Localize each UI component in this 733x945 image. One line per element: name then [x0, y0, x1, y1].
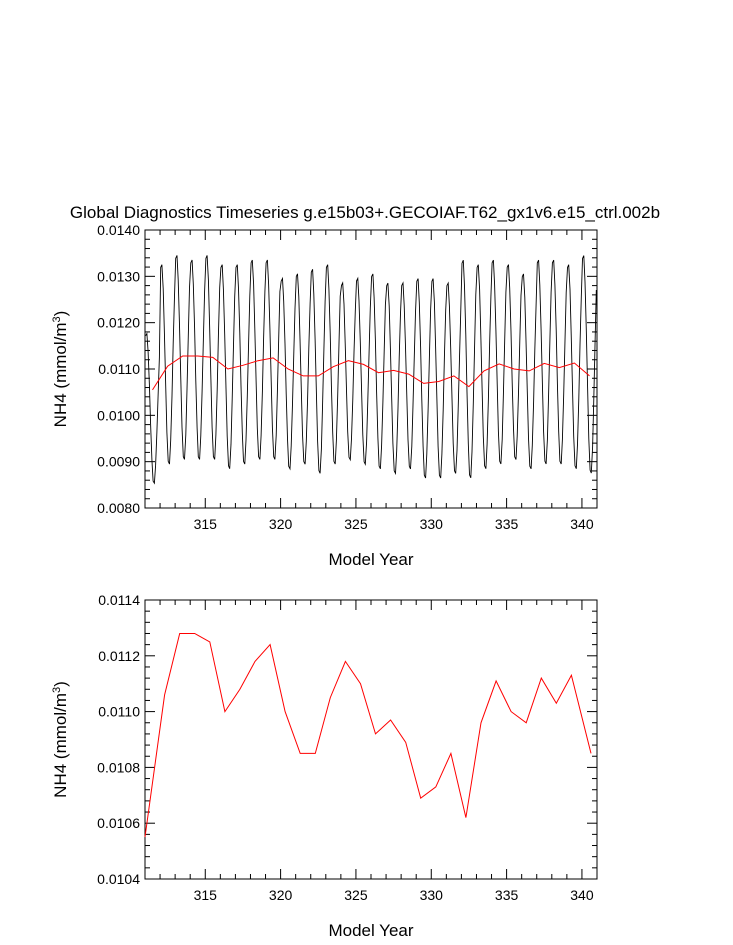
x-axis-label-top: Model Year: [328, 550, 413, 569]
y-tick-label: 0.0090: [97, 454, 140, 470]
plot-frame-bottom: [144, 599, 598, 880]
y-tick-label: 0.0104: [97, 871, 140, 887]
y-tick-label: 0.0080: [97, 500, 140, 516]
y-axis-label-bottom-sup: 3: [51, 687, 63, 693]
x-tick-label: 340: [570, 887, 594, 903]
annual-mean-line: [144, 633, 592, 838]
y-tick-label: 0.0114: [98, 592, 140, 608]
y-tick-label: 0.0120: [97, 315, 140, 331]
y-axis-label-top: NH4 (mmol/m3): [51, 311, 70, 428]
y-tick-label: 0.0100: [97, 407, 140, 423]
y-tick-label: 0.0130: [97, 268, 140, 284]
y-tick-label: 0.0110: [98, 361, 140, 377]
x-tick-label: 335: [495, 887, 519, 903]
x-tick-label: 335: [495, 516, 519, 532]
axes-top: 315 320 325 330 335 340 0.0080 0.0090 0.0100 0.01…: [97, 222, 598, 532]
y-tick-label: 0.0106: [97, 815, 140, 831]
y-tick-label: 0.0110: [98, 704, 140, 720]
y-tick-label: 0.0108: [97, 759, 140, 775]
x-axis-label-bottom: Model Year: [328, 921, 413, 940]
y-axis-label-bottom-text: NH4 (mmol/m: [51, 693, 70, 798]
axes-bottom: 315 320 325 330 335 340 0.0104 0.0106 0.0108 0.01…: [97, 592, 598, 903]
x-tick-label: 315: [194, 516, 218, 532]
y-tick-label: 0.0140: [97, 222, 140, 238]
panel-bottom: 315 320 325 330 335 340 0.0104 0.0106 0.0108 0.01…: [51, 592, 598, 940]
x-tick-label: 325: [344, 516, 368, 532]
y-tick-label: 0.0112: [98, 648, 140, 664]
x-tick-label: 330: [420, 516, 444, 532]
x-tick-label: 320: [269, 887, 293, 903]
series-bottom: [144, 633, 592, 838]
chart-title: Global Diagnostics Timeseries g.e15b03+.…: [70, 203, 660, 222]
y-axis-label-top-close: ): [51, 311, 70, 317]
x-tick-label: 340: [570, 516, 594, 532]
x-tick-label: 320: [269, 516, 293, 532]
x-tick-label: 330: [420, 887, 444, 903]
series-top: [145, 255, 597, 485]
y-axis-label-top-sup: 3: [51, 316, 63, 322]
monthly-series-line: [145, 255, 597, 485]
x-tick-label: 315: [194, 887, 218, 903]
y-axis-label-top-text: NH4 (mmol/m: [51, 322, 70, 427]
y-axis-label-bottom: NH4 (mmol/m3): [51, 681, 70, 798]
panel-top: 315 320 325 330 335 340 0.0080 0.0090 0.0100 0.01…: [51, 222, 598, 569]
annual-mean-line: [152, 355, 590, 391]
y-axis-label-bottom-close: ): [51, 681, 70, 687]
x-tick-label: 325: [344, 887, 368, 903]
